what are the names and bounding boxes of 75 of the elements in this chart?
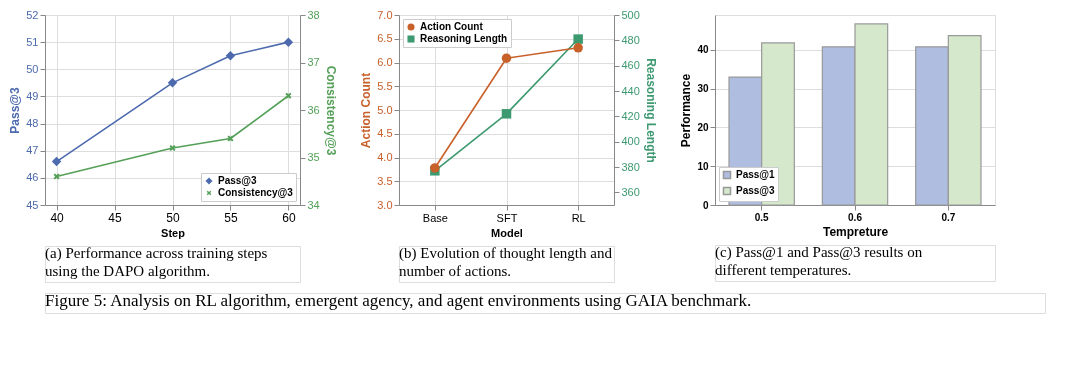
y-axis-title: Pass@3 bbox=[8, 86, 23, 134]
y-tick-label: 45 bbox=[26, 198, 39, 211]
x-tick-label: SFT bbox=[496, 211, 518, 224]
text: (c) Pass@1 and Pass@3 results on different temperatures. bbox=[715, 244, 923, 278]
y2-tick-label: 500 bbox=[621, 8, 640, 21]
y-axis-title: Performance bbox=[679, 73, 694, 148]
x-tick-label: 40 bbox=[50, 210, 65, 225]
y-tick-label: 5.0 bbox=[377, 103, 393, 116]
y-tick-label: 20 bbox=[697, 121, 709, 133]
y-axis-title: Action Count bbox=[359, 72, 374, 149]
y-tick-label: 6.5 bbox=[377, 32, 393, 45]
y2-axis-title: Consistency@3 bbox=[323, 65, 338, 156]
y2-tick-label: 37 bbox=[307, 56, 320, 68]
legend-label: Reasoning Length bbox=[420, 33, 508, 44]
y-tick-label: 49 bbox=[26, 89, 39, 102]
y2-tick-label: 34 bbox=[307, 198, 320, 211]
y-tick-label: 40 bbox=[697, 44, 709, 56]
y-tick-label: 50 bbox=[26, 62, 39, 75]
y-tick-label: 7.0 bbox=[377, 8, 393, 21]
point bbox=[225, 50, 236, 61]
x-tick-label: 0.6 bbox=[848, 211, 863, 223]
x-tick-label: 50 bbox=[166, 210, 180, 225]
caption: Figure 5: Analysis on RL algorithm, emergent agency, and agent environments using GAIA benchmark. bbox=[45, 291, 752, 310]
y-tick-label: 6.0 bbox=[377, 56, 393, 68]
y-tick-label: 10 bbox=[697, 160, 709, 172]
point bbox=[573, 43, 583, 53]
x-tick-label: Base bbox=[422, 211, 448, 224]
y-tick-label: 47 bbox=[26, 144, 39, 157]
y-tick-label: 48 bbox=[26, 117, 39, 130]
legend-label: Pass@1 bbox=[736, 169, 776, 180]
text: (a) Performance across training steps using the DAPO algorithm. bbox=[45, 245, 268, 279]
y-tick-label: 52 bbox=[26, 8, 39, 21]
x-axis-title: Tempreture bbox=[822, 224, 889, 239]
point bbox=[53, 173, 60, 180]
y2-tick-label: 380 bbox=[621, 160, 640, 173]
y2-tick-label: 440 bbox=[621, 84, 640, 97]
legend-label: Pass@3 bbox=[218, 175, 258, 186]
x-tick-label: 60 bbox=[282, 210, 296, 225]
y2-tick-label: 38 bbox=[307, 8, 320, 21]
y-tick-label: 46 bbox=[26, 171, 39, 184]
text: (b) Evolution of thought length and number of actions. bbox=[399, 245, 613, 279]
point bbox=[501, 53, 512, 63]
point bbox=[501, 109, 512, 119]
y-tick-label: 4.5 bbox=[377, 127, 393, 140]
legend-label: Action Count bbox=[420, 21, 484, 32]
y-tick-label: 4.0 bbox=[377, 151, 393, 163]
y2-tick-label: 360 bbox=[621, 185, 640, 198]
point bbox=[573, 34, 583, 44]
y-tick-label: 5.5 bbox=[377, 79, 393, 92]
point bbox=[51, 156, 62, 167]
x-tick-label: 55 bbox=[224, 210, 238, 225]
x-tick-label: RL bbox=[571, 211, 586, 224]
x-tick-label: 45 bbox=[108, 210, 123, 225]
y2-tick-label: 460 bbox=[621, 59, 640, 72]
y2-axis-title: Reasoning Length bbox=[643, 58, 658, 163]
y2-tick-label: 480 bbox=[621, 33, 640, 46]
y-tick-label: 0 bbox=[702, 199, 709, 211]
y-tick-label: 51 bbox=[26, 35, 39, 48]
y-tick-label: 30 bbox=[697, 83, 709, 95]
x-tick-label: 0.7 bbox=[941, 211, 956, 223]
point bbox=[285, 92, 292, 99]
legend-label: Pass@3 bbox=[736, 185, 776, 196]
point bbox=[227, 135, 234, 142]
y2-tick-label: 420 bbox=[621, 109, 640, 122]
y2-tick-label: 35 bbox=[307, 151, 320, 163]
y-tick-label: 3.0 bbox=[377, 198, 393, 211]
point bbox=[167, 78, 178, 88]
x-axis-title: Model bbox=[491, 226, 523, 239]
legend-label: Consistency@3 bbox=[218, 187, 294, 198]
y2-tick-label: 400 bbox=[621, 135, 640, 148]
x-tick-label: 0.5 bbox=[754, 211, 770, 223]
x-axis-title: Step bbox=[161, 226, 186, 239]
y-tick-label: 3.5 bbox=[377, 174, 393, 187]
y2-tick-label: 36 bbox=[307, 103, 320, 116]
point bbox=[283, 37, 294, 47]
